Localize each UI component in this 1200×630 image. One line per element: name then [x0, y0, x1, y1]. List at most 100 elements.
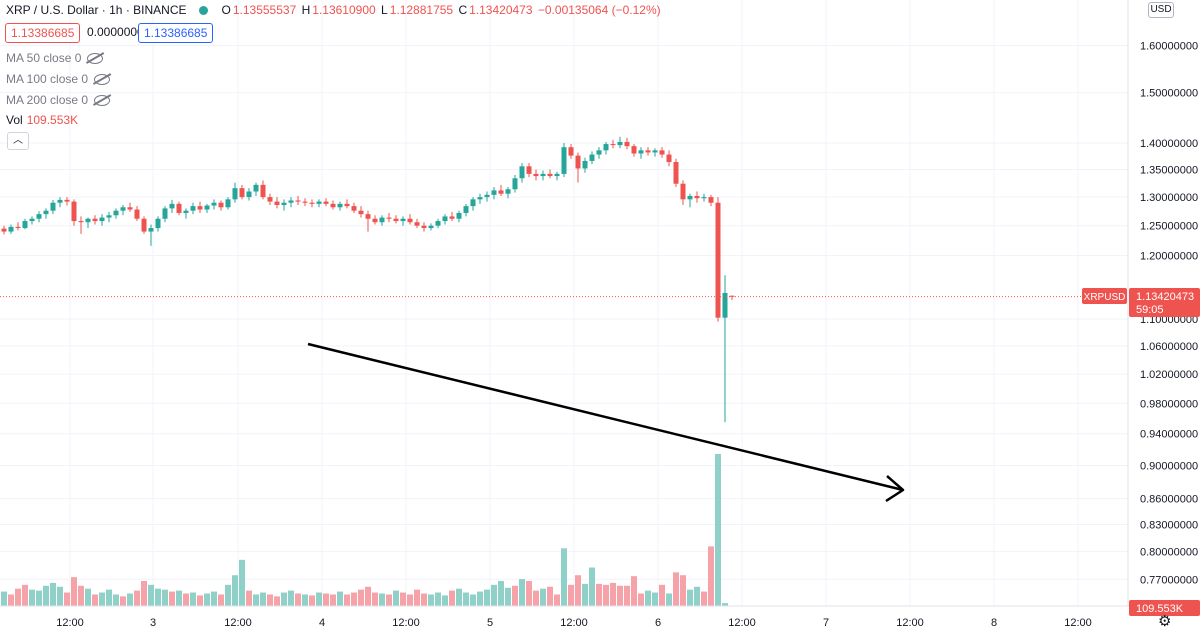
volume-bar — [71, 577, 77, 606]
candle-body — [309, 202, 315, 204]
volume-bar — [64, 592, 70, 606]
volume-bar — [498, 580, 504, 606]
candle-body — [281, 202, 287, 205]
volume-bar — [176, 590, 182, 606]
volume-bar — [540, 588, 546, 606]
volume-bar — [92, 594, 98, 606]
volume-bar — [8, 594, 14, 606]
volume-legend[interactable]: Vol 109.553K — [6, 113, 78, 127]
volume-bar — [225, 584, 231, 606]
symbol-title[interactable]: XRP / U.S. Dollar · 1h · BINANCE — [6, 3, 187, 17]
price-tick-label: 1.25000000 — [1140, 221, 1198, 233]
candle-body — [610, 144, 616, 146]
volume-bar — [197, 595, 203, 606]
candle — [92, 215, 98, 225]
candle — [253, 182, 259, 196]
candle-body — [141, 218, 147, 232]
candle — [603, 141, 609, 155]
candle-body — [106, 215, 112, 218]
volume-bar — [421, 593, 427, 606]
volume-bar — [694, 586, 700, 606]
candle-body — [295, 200, 301, 202]
hidden-eye-icon[interactable] — [87, 52, 104, 64]
candle — [29, 216, 35, 225]
gear-icon[interactable]: ⚙ — [1158, 613, 1172, 630]
time-tick-label: 12:00 — [392, 617, 420, 629]
candle — [407, 214, 413, 225]
candle-body — [708, 197, 714, 203]
candle-body — [190, 206, 196, 211]
sell-button[interactable]: 1.13386685 — [5, 23, 81, 43]
candle-body — [253, 184, 259, 192]
chart-grid — [0, 0, 1128, 606]
candle — [351, 202, 357, 213]
volume-bar — [414, 589, 420, 606]
volume-axis-label: 109.553K — [1129, 600, 1200, 616]
candle-body — [645, 150, 651, 153]
candle-body — [491, 190, 497, 195]
candle — [456, 210, 462, 223]
hidden-eye-icon[interactable] — [94, 94, 111, 106]
volume-bar — [155, 588, 161, 606]
candle-body — [113, 210, 119, 216]
ohlc-values: O 1.13555537 H 1.13610900 L 1.12881755 C 1.1… — [221, 3, 661, 17]
indicator-ma200[interactable]: MA 200 close 0 — [6, 93, 111, 107]
time-tick-label: 3 — [150, 617, 156, 629]
candle — [463, 203, 469, 217]
volume-bar — [295, 593, 301, 606]
volume-axis-value: 109.553K — [1136, 603, 1184, 615]
volume-bar — [239, 559, 245, 606]
indicator-ma100[interactable]: MA 100 close 0 — [6, 72, 111, 86]
volume-bar — [680, 575, 686, 606]
candle — [631, 144, 637, 157]
volume-bar — [624, 585, 630, 606]
candle-body — [344, 203, 350, 207]
volume-bar — [442, 595, 448, 606]
candle — [575, 152, 581, 183]
candle-body — [197, 206, 203, 210]
volume-bar — [267, 594, 273, 606]
candle — [148, 224, 154, 246]
price-tick-label: 1.35000000 — [1140, 165, 1198, 177]
volume-bar — [309, 595, 315, 606]
volume-bar — [316, 592, 322, 606]
candle-body — [169, 203, 175, 209]
collapse-legend-button[interactable]: ︿ — [7, 132, 29, 150]
candle-body — [596, 150, 602, 155]
candle-body — [463, 206, 469, 213]
buy-button[interactable]: 1.13386685 — [138, 23, 214, 43]
volume-bar — [246, 590, 252, 606]
indicator-ma50[interactable]: MA 50 close 0 — [6, 51, 104, 65]
volume-bar — [211, 591, 217, 606]
candle-body — [78, 221, 84, 223]
candle-body — [267, 197, 273, 202]
candle-body — [456, 212, 462, 219]
candle — [113, 208, 119, 219]
volume-bar — [673, 572, 679, 606]
volume-bar — [715, 454, 721, 606]
volume-bar — [617, 585, 623, 606]
candle-body — [652, 150, 658, 153]
volume-bar — [659, 584, 665, 606]
candle-body — [701, 197, 707, 199]
hidden-eye-icon[interactable] — [94, 73, 111, 85]
volume-bar — [575, 575, 581, 606]
time-tick-label: 12:00 — [560, 617, 588, 629]
time-tick-label: 6 — [655, 617, 661, 629]
volume-bar — [113, 594, 119, 606]
candle — [470, 197, 476, 211]
volume-bar — [253, 594, 259, 606]
candle-body — [211, 202, 217, 206]
candle-body — [99, 217, 105, 222]
price-tick-label: 0.94000000 — [1140, 429, 1198, 441]
candle-body — [64, 199, 70, 202]
volume-bar — [687, 589, 693, 606]
currency-button[interactable]: USD — [1148, 2, 1174, 18]
price-tick-label: 1.30000000 — [1140, 192, 1198, 204]
volume-bar — [78, 585, 84, 606]
candle — [519, 163, 525, 183]
candle — [15, 222, 21, 231]
candle-body — [617, 141, 623, 146]
low-value: 1.12881755 — [389, 3, 454, 17]
